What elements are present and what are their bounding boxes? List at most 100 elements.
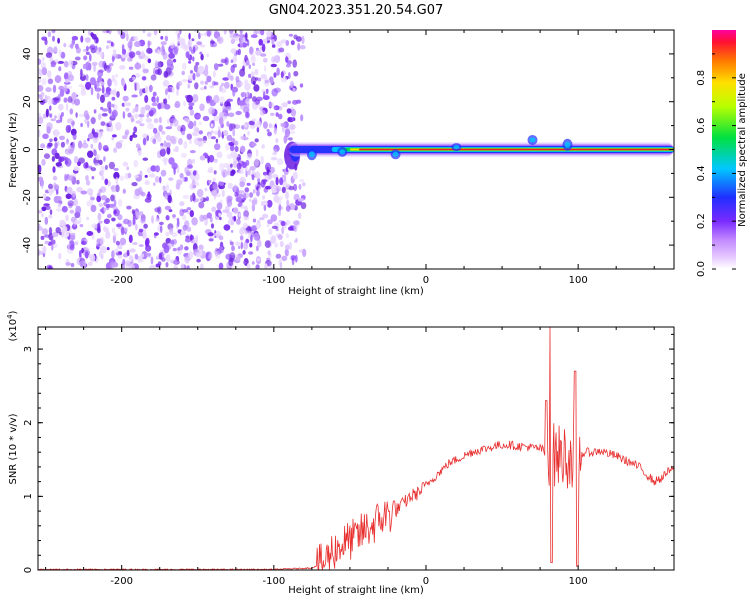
noise-speckle (145, 85, 149, 94)
noise-speckle (49, 138, 53, 143)
noise-speckle (200, 80, 205, 85)
noise-speckle (72, 190, 76, 198)
noise-speckle (198, 201, 205, 209)
noise-speckle (63, 87, 68, 93)
noise-speckle (281, 102, 288, 108)
noise-speckle (122, 95, 129, 102)
noise-speckle (132, 108, 136, 114)
noise-speckle (103, 226, 107, 232)
noise-speckle (119, 237, 127, 246)
noise-speckle (261, 43, 266, 53)
noise-speckle (219, 216, 222, 221)
noise-speckle (260, 74, 268, 80)
noise-speckle (67, 96, 73, 103)
noise-speckle (172, 214, 176, 218)
noise-speckle (271, 88, 279, 97)
noise-speckle (98, 189, 103, 193)
noise-speckle (223, 30, 227, 35)
noise-speckle (270, 63, 277, 68)
noise-speckle (77, 161, 81, 167)
noise-speckle (232, 55, 238, 63)
noise-speckle (102, 145, 109, 152)
noise-speckle (190, 194, 193, 202)
noise-speckle (111, 136, 114, 141)
noise-speckle (266, 30, 272, 38)
noise-speckle (262, 121, 268, 129)
noise-speckle (98, 202, 103, 208)
noise-speckle (239, 68, 246, 77)
noise-speckle (157, 68, 163, 76)
y-tick-label: 40 (22, 48, 33, 61)
heatmap-y-ticks: -40 -20 0 20 40 (22, 29, 674, 270)
noise-speckle (259, 217, 265, 221)
noise-speckle (295, 238, 298, 243)
noise-speckle (220, 58, 228, 64)
noise-speckle (42, 56, 45, 62)
noise-speckle (75, 43, 79, 49)
noise-speckle (180, 230, 186, 235)
noise-speckle (93, 149, 97, 157)
noise-speckle (285, 40, 290, 46)
noise-speckle (103, 63, 107, 72)
noise-speckle (255, 49, 262, 56)
noise-speckle (143, 223, 148, 229)
noise-speckle (152, 98, 156, 104)
noise-speckle (239, 205, 247, 209)
noise-speckle (38, 129, 41, 138)
noise-speckle (192, 158, 195, 164)
noise-speckle (171, 87, 175, 93)
noise-speckle (167, 94, 170, 100)
noise-speckle (245, 32, 248, 40)
noise-speckle (281, 226, 285, 235)
noise-speckle (165, 184, 170, 192)
noise-speckle (222, 130, 229, 136)
noise-speckle (199, 51, 203, 55)
noise-speckle (96, 195, 102, 203)
noise-speckle (292, 171, 298, 180)
noise-speckle (55, 227, 61, 234)
noise-speckle (38, 250, 43, 255)
noise-speckle (134, 188, 141, 197)
noise-speckle (173, 166, 176, 175)
noise-speckle (150, 74, 157, 81)
noise-speckle (75, 167, 80, 171)
noise-speckle (134, 62, 142, 70)
noise-speckle (53, 97, 60, 101)
noise-speckle (163, 244, 170, 254)
noise-speckle (198, 65, 205, 73)
noise-speckle (144, 197, 152, 203)
noise-speckle (217, 63, 224, 67)
noise-speckle (206, 75, 212, 83)
noise-speckle (199, 263, 204, 269)
noise-speckle (213, 182, 218, 190)
noise-speckle (271, 185, 278, 193)
noise-speckle (257, 177, 260, 183)
noise-speckle (255, 264, 260, 269)
noise-speckle (261, 144, 265, 149)
noise-speckle (101, 108, 109, 112)
noise-speckle (239, 235, 244, 241)
noise-speckle (103, 92, 110, 98)
noise-speckle (136, 82, 140, 91)
colorbar: 0.0 0.2 0.4 0.6 0.8 Normalized spectral ampl… (696, 30, 748, 277)
noise-speckle (300, 202, 307, 210)
noise-speckle (251, 261, 255, 265)
noise-speckle (111, 134, 117, 138)
noise-speckle (113, 171, 120, 180)
noise-speckle (292, 87, 296, 92)
snr-frame (37, 326, 675, 571)
noise-speckle (113, 147, 118, 153)
noise-speckle (251, 203, 256, 212)
noise-speckle (171, 138, 177, 145)
noise-speckle (80, 68, 83, 77)
noise-speckle (274, 242, 279, 248)
noise-speckle (45, 109, 49, 118)
noise-speckle (238, 100, 245, 106)
noise-speckle (286, 199, 290, 207)
noise-speckle (273, 55, 281, 63)
noise-speckle (73, 156, 79, 164)
noise-speckle (173, 148, 178, 152)
noise-speckle (196, 258, 201, 263)
noise-speckle (259, 109, 266, 116)
noise-speckle (138, 228, 144, 233)
